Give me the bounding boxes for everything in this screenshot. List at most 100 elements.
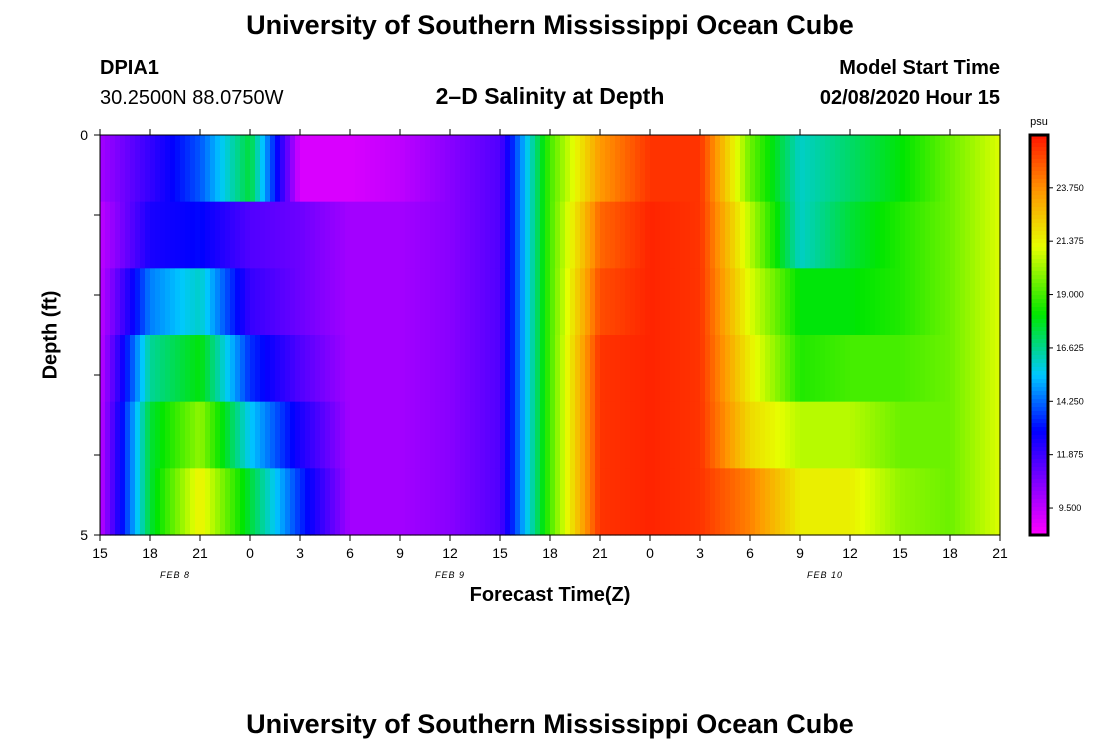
heatmap-cell [730, 468, 736, 536]
heatmap-cell [885, 268, 891, 336]
heatmap-cell [820, 201, 826, 269]
heatmap-cell [755, 201, 761, 269]
heatmap-cell [565, 135, 571, 203]
heatmap-cell [990, 268, 996, 336]
heatmap-cell [505, 135, 511, 203]
heatmap-cell [740, 201, 746, 269]
heatmap-cell [685, 135, 691, 203]
heatmap-cell [165, 201, 171, 269]
heatmap-cell [600, 201, 606, 269]
colorbar-segment [1030, 167, 1048, 172]
heatmap-cell [675, 201, 681, 269]
heatmap-cell [395, 401, 401, 469]
heatmap-cell [325, 268, 331, 336]
heatmap-cell [765, 401, 771, 469]
colorbar-segment [1030, 183, 1048, 188]
heatmap-cell [175, 468, 181, 536]
heatmap-cell [940, 268, 946, 336]
colorbar-segment [1030, 427, 1048, 432]
heatmap-cell [370, 201, 376, 269]
heatmap-cell [585, 268, 591, 336]
heatmap-cell [225, 401, 231, 469]
heatmap-cell [405, 135, 411, 203]
heatmap-cell [995, 468, 1001, 536]
heatmap-cell [110, 268, 116, 336]
heatmap-cell [325, 135, 331, 203]
heatmap-cell [650, 201, 656, 269]
heatmap-cell [255, 335, 261, 403]
heatmap-cell [625, 268, 631, 336]
heatmap-cell [365, 468, 371, 536]
heatmap-cell [760, 468, 766, 536]
heatmap-cell [780, 201, 786, 269]
heatmap-cell [645, 135, 651, 203]
heatmap-cell [830, 401, 836, 469]
heatmap-cell [325, 468, 331, 536]
heatmap-cell [270, 135, 276, 203]
heatmap-cell [455, 135, 461, 203]
heatmap-cell [580, 468, 586, 536]
heatmap-cell [650, 335, 656, 403]
heatmap-cell [255, 468, 261, 536]
colorbar-segment [1030, 235, 1048, 240]
heatmap-cell [315, 135, 321, 203]
heatmap-cell [250, 335, 256, 403]
colorbar-tick-label: 16.625 [1056, 343, 1084, 353]
heatmap-cell [885, 468, 891, 536]
heatmap-cell [270, 468, 276, 536]
heatmap-cell [665, 135, 671, 203]
heatmap-cell [290, 335, 296, 403]
heatmap-cell [680, 468, 686, 536]
heatmap-cell [105, 201, 111, 269]
model-start-label: Model Start Time [839, 57, 1000, 79]
heatmap-cell [490, 201, 496, 269]
heatmap-cell [445, 135, 451, 203]
heatmap-cell [835, 268, 841, 336]
colorbar-segment [1030, 219, 1048, 224]
heatmap-cell [510, 335, 516, 403]
heatmap-cell [885, 335, 891, 403]
heatmap-cell [855, 335, 861, 403]
heatmap-cell [535, 468, 541, 536]
heatmap-cell [490, 401, 496, 469]
heatmap-cell [855, 401, 861, 469]
heatmap-cell [115, 401, 121, 469]
heatmap-cell [950, 135, 956, 203]
heatmap-cell [540, 268, 546, 336]
heatmap-cell [790, 335, 796, 403]
heatmap-cell [300, 268, 306, 336]
heatmap-cell [670, 335, 676, 403]
heatmap-cell [750, 135, 756, 203]
heatmap-cell [380, 268, 386, 336]
heatmap-cell [530, 401, 536, 469]
heatmap-cell [790, 401, 796, 469]
heatmap-cell [395, 201, 401, 269]
heatmap-cell [740, 401, 746, 469]
heatmap-cell [850, 135, 856, 203]
heatmap-cell [415, 468, 421, 536]
heatmap-cell [950, 468, 956, 536]
heatmap-cell [135, 401, 141, 469]
colorbar-segment [1030, 471, 1048, 476]
colorbar-tick-label: 11.875 [1057, 450, 1084, 460]
heatmap-cell [660, 335, 666, 403]
colorbar-segment [1030, 295, 1048, 300]
colorbar-segment [1030, 399, 1048, 404]
heatmap-cell [190, 468, 196, 536]
heatmap-cell [620, 335, 626, 403]
heatmap-cell [610, 135, 616, 203]
heatmap-cell [860, 135, 866, 203]
x-tick-label: 21 [192, 545, 208, 561]
heatmap-cell [395, 268, 401, 336]
heatmap-cell [345, 135, 351, 203]
colorbar-segment [1030, 347, 1048, 352]
heatmap-cell [905, 335, 911, 403]
heatmap-cell [850, 201, 856, 269]
heatmap-cell [225, 135, 231, 203]
heatmap-cell [975, 401, 981, 469]
heatmap-cell [875, 468, 881, 536]
heatmap-cell [815, 335, 821, 403]
heatmap-cell [585, 468, 591, 536]
heatmap-cell [720, 468, 726, 536]
heatmap-cell [185, 135, 191, 203]
